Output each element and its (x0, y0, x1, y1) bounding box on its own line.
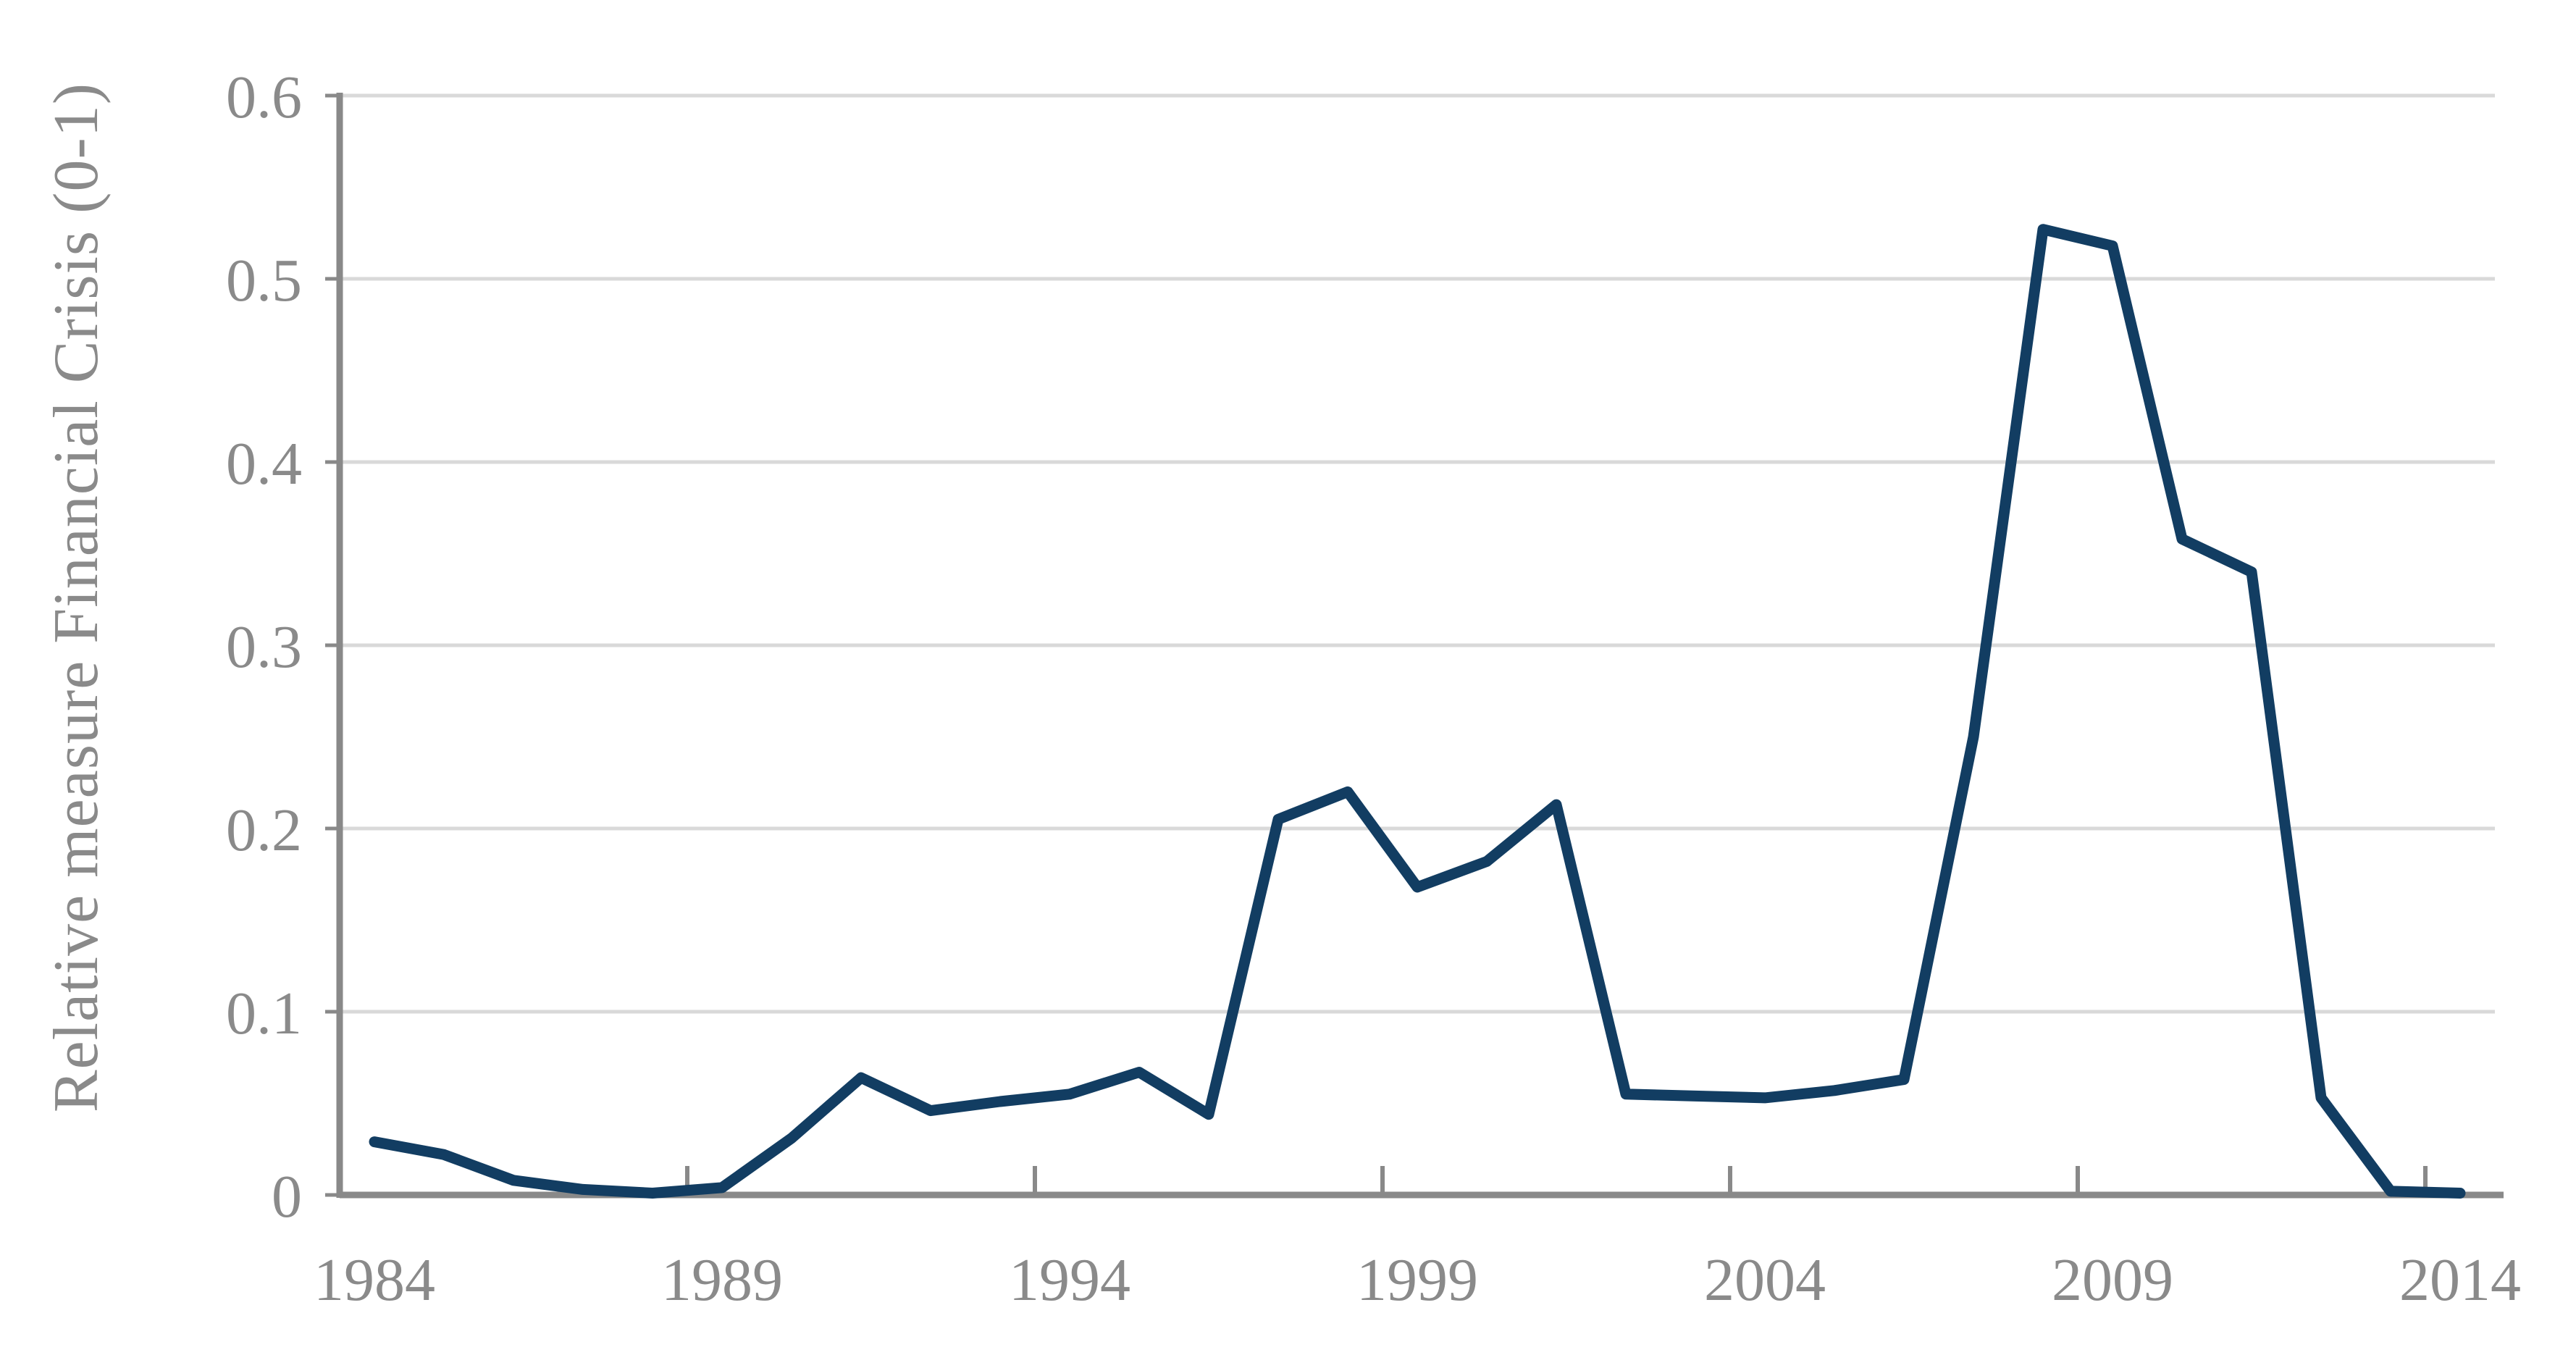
x-tick-label: 2004 (1704, 1246, 1826, 1314)
x-tick-label: 1984 (314, 1246, 435, 1314)
x-tick-label: 1989 (661, 1246, 783, 1314)
y-tick-label: 0 (272, 1163, 302, 1230)
y-tick-label: 0.3 (226, 613, 302, 681)
y-tick-label: 0.1 (226, 980, 302, 1047)
x-tick-label: 2014 (2399, 1246, 2521, 1314)
y-tick-label: 0.6 (226, 64, 302, 131)
y-tick-label: 0.2 (226, 797, 302, 864)
y-tick-label: 0.4 (226, 430, 302, 498)
x-tick-label: 1994 (1009, 1246, 1130, 1314)
data-series-line (369, 224, 2466, 1199)
x-tick-label: 2009 (2052, 1246, 2173, 1314)
y-tick-label: 0.5 (226, 247, 302, 314)
x-tick-label: 1999 (1356, 1246, 1478, 1314)
y-axis-title: Relative measure Financial Crisis (0-1) (41, 82, 112, 1113)
